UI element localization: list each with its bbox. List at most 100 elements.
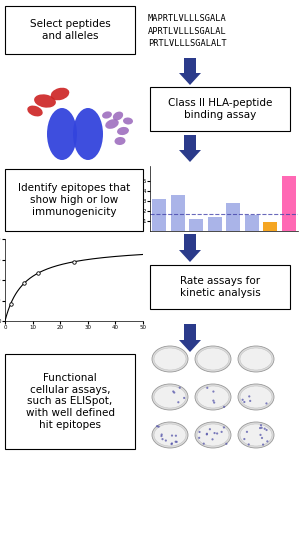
Ellipse shape [172,390,174,393]
Bar [208,217,222,231]
Ellipse shape [266,429,268,431]
Ellipse shape [212,390,214,393]
Ellipse shape [173,391,175,394]
Ellipse shape [240,348,272,370]
Ellipse shape [165,439,167,441]
Ellipse shape [260,427,263,429]
Ellipse shape [102,111,112,119]
Ellipse shape [177,401,179,404]
Ellipse shape [264,428,266,430]
Ellipse shape [216,433,218,435]
Ellipse shape [170,443,172,445]
Ellipse shape [266,440,268,442]
Ellipse shape [47,108,77,160]
Ellipse shape [262,444,264,446]
Ellipse shape [175,441,177,443]
Ellipse shape [202,442,205,445]
Bar [171,195,185,231]
Bar [226,203,240,231]
Ellipse shape [248,444,250,446]
Bar [245,215,259,231]
Bar [152,199,166,231]
Ellipse shape [259,427,261,429]
Ellipse shape [73,108,103,160]
Ellipse shape [266,402,268,405]
Ellipse shape [212,400,214,402]
Ellipse shape [249,400,251,402]
Ellipse shape [197,424,229,446]
Ellipse shape [117,127,129,135]
Ellipse shape [158,425,160,428]
Ellipse shape [195,346,231,372]
Ellipse shape [214,432,216,434]
Text: Rate assays for
kinetic analysis: Rate assays for kinetic analysis [180,276,260,298]
Ellipse shape [206,433,208,435]
Ellipse shape [105,119,119,129]
Ellipse shape [178,386,181,389]
Ellipse shape [171,434,173,436]
Ellipse shape [198,437,200,439]
FancyBboxPatch shape [5,169,143,231]
Text: Select peptides
and alleles: Select peptides and alleles [30,19,110,41]
Ellipse shape [243,438,245,440]
Ellipse shape [123,117,133,125]
Ellipse shape [154,424,186,446]
Polygon shape [179,234,201,262]
Ellipse shape [240,424,272,446]
Bar [189,219,203,231]
FancyBboxPatch shape [5,6,135,54]
FancyBboxPatch shape [5,354,135,449]
Ellipse shape [195,422,231,448]
Text: MAPRTLVLLLSGALA
APRTLVLLLSGALAL
PRTLVLLLSGALALT: MAPRTLVLLLSGALA APRTLVLLLSGALAL PRTLVLLL… [148,14,227,48]
Ellipse shape [115,137,125,145]
Ellipse shape [260,424,262,427]
Polygon shape [179,135,201,162]
Ellipse shape [27,105,43,116]
Ellipse shape [261,437,263,439]
Ellipse shape [242,399,244,401]
Bar [282,176,296,231]
Ellipse shape [243,401,245,403]
Ellipse shape [240,386,272,408]
Ellipse shape [197,348,229,370]
Text: Functional
cellular assays,
such as ELISpot,
with well defined
hit epitopes: Functional cellular assays, such as ELIS… [26,373,115,430]
Ellipse shape [171,442,173,445]
Text: Identify epitopes that
show high or low
immunogenicity: Identify epitopes that show high or low … [18,183,130,217]
Ellipse shape [238,384,274,410]
Ellipse shape [223,406,225,408]
Ellipse shape [225,442,227,445]
Ellipse shape [223,427,225,429]
Ellipse shape [160,435,163,437]
Ellipse shape [175,435,177,437]
Ellipse shape [34,94,56,108]
Ellipse shape [113,111,123,120]
FancyBboxPatch shape [150,265,290,309]
Ellipse shape [152,422,188,448]
Ellipse shape [238,422,274,448]
Ellipse shape [248,395,250,397]
Polygon shape [179,324,201,352]
Ellipse shape [156,425,158,427]
FancyBboxPatch shape [150,87,290,131]
Ellipse shape [152,346,188,372]
Text: Class II HLA-peptide
binding assay: Class II HLA-peptide binding assay [168,98,272,120]
Ellipse shape [246,431,248,433]
Ellipse shape [176,441,178,443]
Ellipse shape [220,431,223,433]
Ellipse shape [213,401,215,404]
Ellipse shape [209,428,211,430]
Ellipse shape [212,438,214,440]
Ellipse shape [195,384,231,410]
Ellipse shape [260,434,262,436]
Ellipse shape [152,384,188,410]
Polygon shape [179,58,201,85]
Ellipse shape [206,433,208,435]
Ellipse shape [161,438,164,440]
Ellipse shape [198,431,201,433]
Ellipse shape [51,88,69,100]
Ellipse shape [154,386,186,408]
Bar [263,222,277,231]
Ellipse shape [197,386,229,408]
Ellipse shape [238,346,274,372]
Ellipse shape [183,397,185,399]
